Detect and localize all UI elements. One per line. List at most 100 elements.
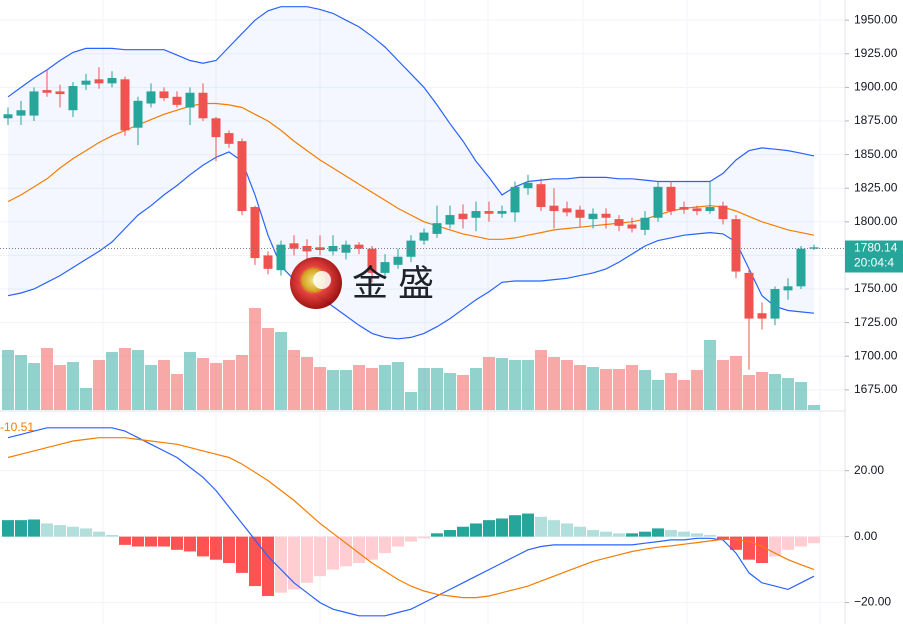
volume-bar [483, 357, 495, 410]
candle-body [445, 215, 455, 225]
candle-body [172, 96, 182, 105]
volume-bar [535, 350, 547, 410]
histogram-bar [249, 536, 261, 587]
volume-bar [15, 355, 27, 410]
histogram-bar [132, 536, 144, 547]
y-tick-label: 1850.00 [854, 147, 898, 161]
histogram-bar [704, 534, 716, 537]
histogram-bar [665, 530, 677, 537]
candle-body [250, 207, 260, 259]
volume-bar [509, 360, 521, 410]
candle-body [705, 207, 715, 212]
candle-body [81, 80, 91, 85]
histogram-bar [2, 520, 14, 537]
volume-bar [639, 370, 651, 410]
volume-bar [2, 350, 14, 410]
volume-bar [795, 382, 807, 410]
histogram-bar [496, 518, 508, 537]
volume-bar [262, 328, 274, 410]
volume-bar [652, 380, 664, 410]
volume-bar [522, 360, 534, 410]
histogram-bar [15, 520, 27, 537]
histogram-bar [184, 536, 196, 552]
histogram-bar [483, 520, 495, 537]
volume-bar [184, 352, 196, 410]
histogram-bar [223, 536, 235, 564]
candle-body [692, 208, 702, 212]
histogram-bar [717, 536, 729, 540]
candle-body [731, 219, 741, 272]
candle-body [224, 133, 234, 144]
candle-body [3, 114, 13, 119]
histogram-bar [522, 513, 534, 537]
histogram-bar [41, 523, 53, 537]
histogram-bar [587, 530, 599, 537]
watermark-text: 金 盛 [352, 263, 434, 304]
volume-bar [132, 350, 144, 410]
y-tick-label: 1950.00 [854, 12, 898, 26]
candle-body [42, 90, 52, 93]
candle-body [159, 91, 169, 99]
volume-bar [301, 357, 313, 410]
histogram-bar [197, 536, 209, 557]
candle-body [666, 186, 676, 212]
histogram-bar [171, 536, 183, 550]
candle-body [393, 256, 403, 265]
histogram-bar [652, 528, 664, 537]
candle-body [757, 313, 767, 319]
y-tick-label: 1700.00 [854, 348, 898, 362]
histogram-bar [418, 536, 430, 539]
candle-body [523, 182, 533, 189]
volume-bar [236, 355, 248, 410]
volume-bar [457, 375, 469, 410]
candle-body [16, 110, 26, 116]
candle-body [588, 213, 598, 220]
histogram-bar [509, 515, 521, 537]
price-tag-time: 20:04:4 [854, 256, 894, 270]
watermark: 金 盛 [290, 257, 434, 309]
band-upper [7, 6, 815, 196]
histogram-bar [613, 533, 625, 537]
volume-bar [600, 369, 612, 410]
y-tick-label: 1925.00 [854, 46, 898, 60]
volume-bar [431, 368, 443, 410]
candle-body [276, 244, 286, 271]
candle-body [770, 289, 780, 319]
histogram-bar [548, 520, 560, 537]
candle-body [146, 91, 156, 104]
signal-line [7, 437, 815, 599]
histogram-bar [28, 519, 40, 537]
volume-bar [756, 372, 768, 410]
histogram-bar [574, 526, 586, 537]
histogram-bar [67, 526, 79, 537]
candle-body [380, 262, 390, 273]
volume-bar [80, 388, 92, 410]
volume-bar [613, 369, 625, 410]
volume-bar [392, 362, 404, 410]
plot [0, 6, 845, 617]
y-tick-label: 1750.00 [854, 281, 898, 295]
macd-line [7, 427, 815, 617]
candle-body [55, 91, 65, 95]
signal-value: -10.51 [0, 420, 34, 434]
y-tick-label: 1900.00 [854, 80, 898, 94]
histogram-bar [366, 536, 378, 560]
histogram-bar [756, 536, 768, 564]
histogram-bar [678, 531, 690, 537]
y-tick-label: 1800.00 [854, 214, 898, 228]
histogram-bar [236, 536, 248, 573]
price-tag-label: 1780.14 [854, 241, 898, 255]
y-tick-label: 1875.00 [854, 113, 898, 127]
volume-bar [145, 365, 157, 410]
candle-body [29, 91, 39, 116]
candle-body [484, 211, 494, 214]
histogram-bar [795, 536, 807, 547]
candle-body [783, 286, 793, 291]
histogram-bar [639, 531, 651, 537]
histogram-bar [301, 536, 313, 583]
histogram-bar [782, 536, 794, 550]
histogram-bar [210, 536, 222, 560]
histogram-bar [119, 536, 131, 545]
volume-bar [444, 373, 456, 410]
candle-body [211, 118, 221, 138]
